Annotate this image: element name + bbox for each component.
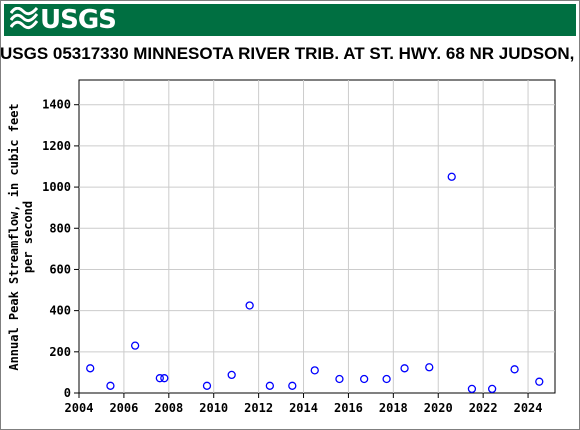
data-point (155, 374, 164, 383)
y-tick-label: 1200 (42, 139, 71, 153)
plot-area (78, 79, 556, 394)
y-tick-label: 400 (49, 304, 71, 318)
y-tick-label: 1000 (42, 180, 71, 194)
data-point (202, 381, 212, 390)
x-tick-label: 2006 (109, 401, 138, 415)
data-point (360, 374, 369, 384)
data-point (535, 377, 544, 386)
y-tick-label: 200 (49, 345, 71, 359)
data-point (487, 384, 497, 394)
data-point (510, 365, 519, 374)
x-tick-label: 2024 (514, 401, 543, 415)
data-point (86, 364, 95, 373)
x-tick-label: 2020 (424, 401, 453, 415)
x-tick-label: 2014 (289, 401, 318, 415)
x-tick-label: 2018 (379, 401, 408, 415)
data-points (86, 172, 544, 394)
usgs-logo-text: USGS (40, 5, 117, 35)
usgs-wave-icon (10, 7, 38, 30)
x-tick-label: 2016 (334, 401, 363, 415)
data-point (425, 363, 434, 372)
data-point (245, 301, 254, 310)
x-tick-label: 2004 (65, 401, 94, 415)
usgs-banner: USGS (4, 4, 576, 36)
data-point (265, 381, 274, 390)
data-point (335, 374, 344, 384)
y-tick-label: 800 (49, 221, 71, 235)
data-point (227, 370, 236, 380)
data-point (310, 366, 319, 375)
x-tick-label: 2010 (199, 401, 228, 415)
data-point (382, 374, 391, 384)
data-point (467, 384, 477, 394)
y-axis-title-line2: per second (21, 201, 35, 273)
data-point (130, 341, 140, 350)
data-point (447, 172, 456, 181)
usgs-logo: USGS (10, 5, 117, 35)
y-tick-label: 0 (64, 386, 71, 400)
y-axis-title-line1: Annual Peak Streamflow, in cubic feet (7, 103, 21, 370)
x-tick-label: 2022 (469, 401, 498, 415)
x-tick-label: 2012 (244, 401, 273, 415)
grid-lines (79, 80, 555, 393)
axis-ticks: 2004 2006 2008 2010 2012 2014 2016 2018 2020 2022… (42, 98, 542, 415)
data-point (160, 374, 169, 383)
y-tick-label: 1400 (42, 98, 71, 112)
data-point (400, 364, 409, 373)
x-tick-label: 2008 (154, 401, 183, 415)
data-point (106, 381, 115, 390)
y-tick-label: 600 (49, 262, 71, 276)
data-point (288, 381, 297, 390)
chart-title: USGS 05317330 MINNESOTA RIVER TRIB. AT S… (0, 44, 580, 63)
